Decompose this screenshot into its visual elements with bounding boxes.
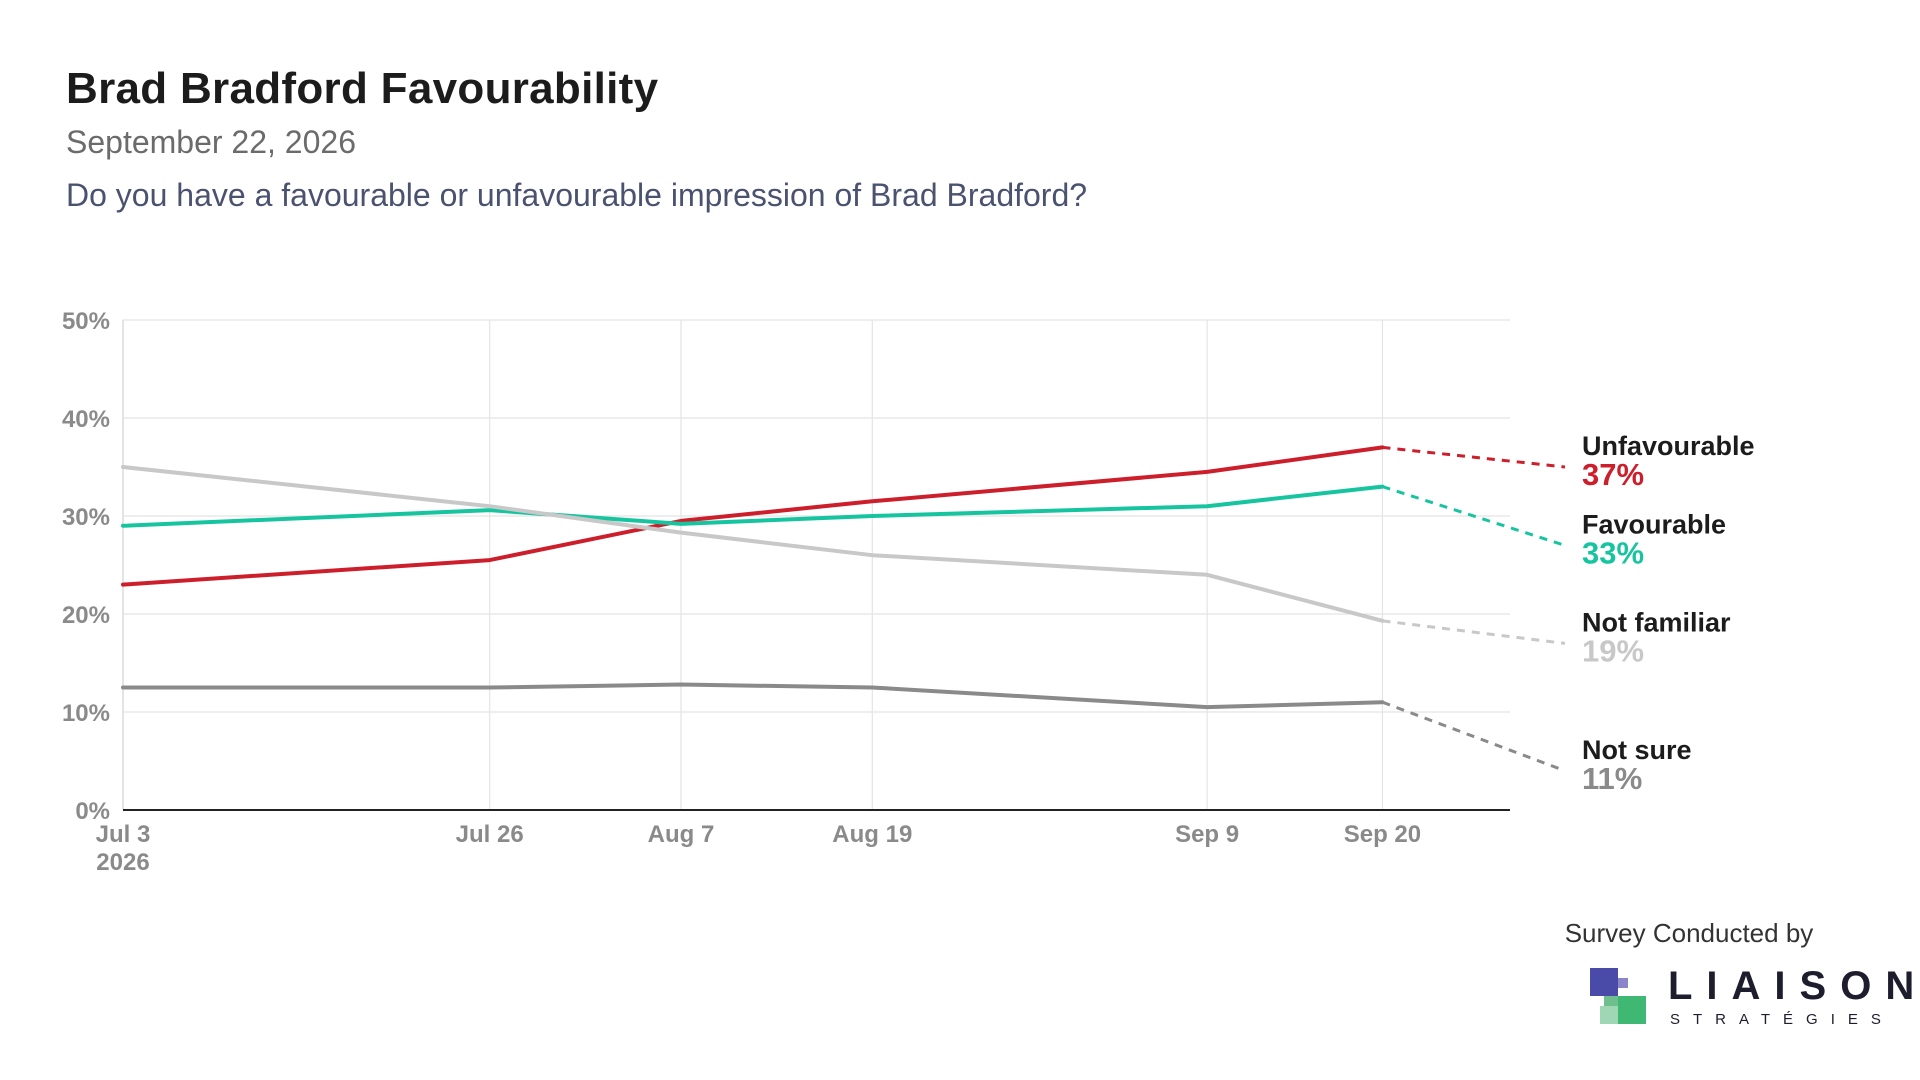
projection-line [1382, 619, 1566, 645]
series-line-favourable [121, 484, 1385, 528]
series-value-label: 11% [1582, 761, 1642, 796]
x-tick-label: Jul 26 [456, 821, 524, 848]
series-line-not-familiar [121, 465, 1385, 623]
x-tick-label: Jul 3 [96, 821, 151, 848]
logo-mark-icon [1590, 968, 1646, 1024]
y-tick-label: 40% [62, 406, 110, 433]
series-name-label: Unfavourable [1582, 431, 1755, 461]
series-line-unfavourable [121, 445, 1385, 587]
chart-title: Brad Bradford Favourability [66, 64, 659, 113]
series-name-label: Favourable [1582, 509, 1726, 539]
series-line-not-sure [121, 682, 1385, 710]
series-value-label: 19% [1582, 633, 1644, 668]
logo-subtitle: STRATÉGIES [1670, 1011, 1894, 1028]
y-tick-label: 50% [62, 308, 110, 335]
series-value-label: 33% [1582, 535, 1644, 570]
grid-lines [122, 319, 1510, 811]
series-name-label: Not sure [1582, 735, 1692, 765]
logo-name: LIAISON [1668, 964, 1920, 1008]
y-tick-label: 20% [62, 602, 110, 629]
x-tick-label: Aug 19 [832, 821, 912, 848]
x-tick-label: Aug 7 [648, 821, 715, 848]
survey-credit: Survey Conducted by [1564, 918, 1814, 948]
survey-question: Do you have a favourable or unfavourable… [66, 177, 1088, 213]
y-tick-label: 0% [75, 798, 110, 825]
x-tick-label: Sep 9 [1175, 821, 1239, 848]
series-name-label: Not familiar [1582, 607, 1731, 637]
projection-line [1381, 485, 1566, 547]
x-tick-label: 2026 [96, 849, 149, 876]
projection-line [1381, 700, 1566, 773]
x-tick-label: Sep 20 [1344, 821, 1421, 848]
series-lines [121, 445, 1566, 773]
series-value-label: 37% [1582, 457, 1644, 492]
liaison-logo: LIAISON STRATÉGIES [1590, 964, 1914, 1030]
y-tick-label: 10% [62, 700, 110, 727]
chart-date: September 22, 2026 [66, 124, 356, 160]
y-tick-label: 30% [62, 504, 110, 531]
y-axis-labels: 0% 10% 20% 30% 40% 50% [62, 308, 110, 825]
projection-line [1382, 445, 1566, 469]
